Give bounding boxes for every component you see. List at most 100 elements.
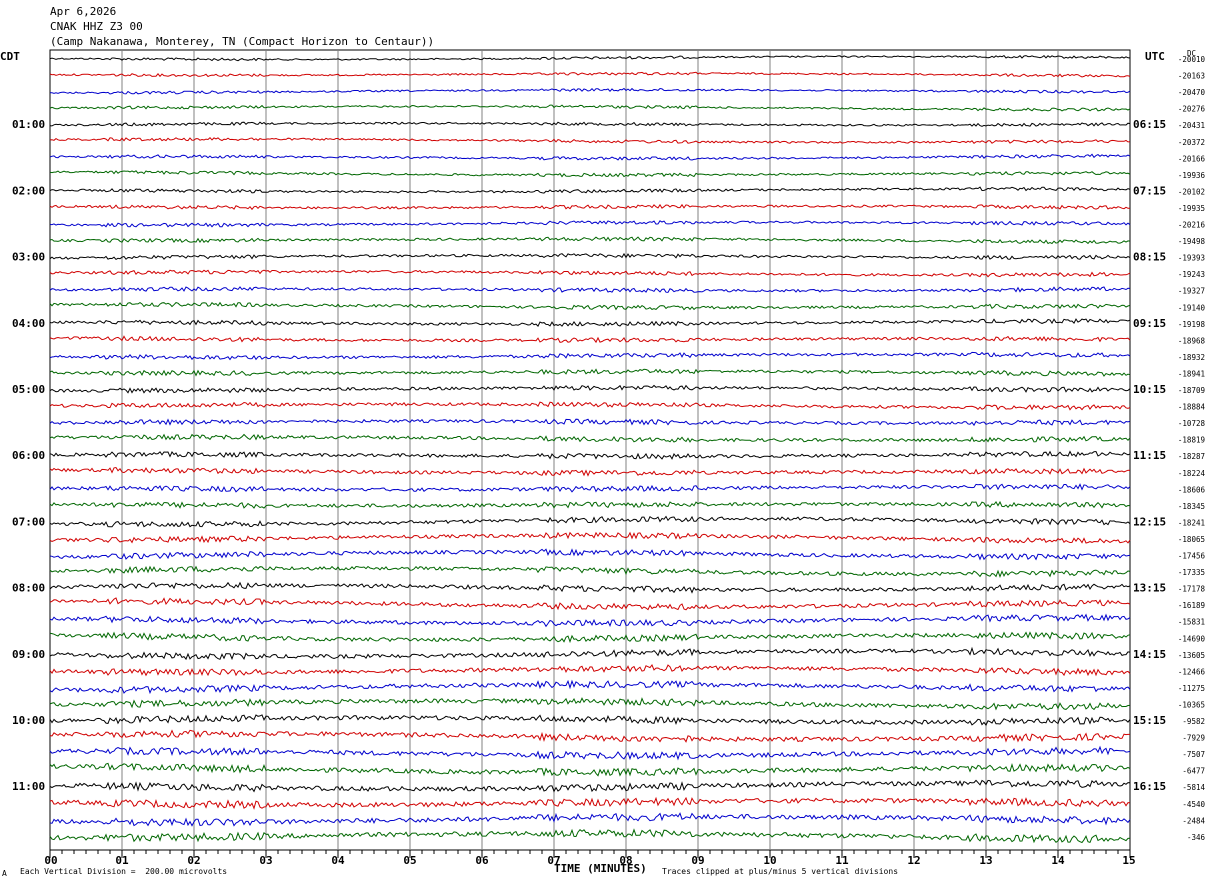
seismic-trace bbox=[49, 565, 1131, 579]
seismic-trace bbox=[49, 664, 1131, 677]
dc-offset-label: -18709 bbox=[1178, 386, 1205, 395]
seismic-trace bbox=[49, 368, 1131, 377]
seismic-trace bbox=[49, 597, 1131, 611]
left-hour-label: 05:00 bbox=[12, 383, 45, 396]
dc-offset-label: -19243 bbox=[1178, 270, 1205, 279]
dc-offset-label: -15831 bbox=[1178, 618, 1205, 627]
dc-offset-label: -18224 bbox=[1178, 469, 1206, 478]
dc-offset-label: -7929 bbox=[1182, 734, 1205, 743]
seismic-trace bbox=[49, 779, 1131, 793]
seismic-trace bbox=[49, 418, 1131, 427]
seismic-trace bbox=[49, 104, 1131, 112]
left-hour-label: 11:00 bbox=[12, 780, 45, 793]
seismic-trace bbox=[49, 631, 1131, 644]
dc-offset-label: -7507 bbox=[1182, 750, 1205, 759]
dc-offset-label: -19327 bbox=[1178, 287, 1205, 296]
right-hour-label: 12:15 bbox=[1133, 515, 1166, 528]
right-hour-label: 16:15 bbox=[1133, 780, 1166, 793]
x-tick-label: 12 bbox=[907, 854, 920, 867]
dc-offset-label: -20163 bbox=[1178, 72, 1205, 81]
seismic-trace bbox=[49, 236, 1131, 245]
dc-offset-label: -18065 bbox=[1178, 535, 1205, 544]
x-tick-label: 01 bbox=[115, 854, 129, 867]
dc-offset-label: -16189 bbox=[1178, 601, 1205, 610]
seismic-trace bbox=[49, 301, 1131, 311]
seismic-trace bbox=[49, 286, 1131, 293]
dc-offset-label: -18941 bbox=[1178, 369, 1205, 378]
seismic-trace bbox=[49, 71, 1131, 78]
header-station: CNAK HHZ Z3 00 bbox=[50, 20, 143, 33]
seismic-trace bbox=[49, 500, 1131, 509]
x-tick-label: 10 bbox=[763, 854, 776, 867]
seismic-trace bbox=[49, 812, 1131, 827]
dc-offset-label: -17335 bbox=[1178, 568, 1205, 577]
dc-offset-label: -20010 bbox=[1178, 55, 1206, 64]
dc-offset-label: -14690 bbox=[1178, 634, 1206, 643]
x-tick-label: 06 bbox=[475, 854, 489, 867]
seismic-trace bbox=[49, 697, 1131, 711]
header-location: (Camp Nakanawa, Monterey, TN (Compact Ho… bbox=[50, 35, 435, 48]
dc-offset-label: -20431 bbox=[1178, 121, 1205, 130]
seismic-trace bbox=[49, 450, 1131, 460]
seismic-trace bbox=[49, 466, 1131, 477]
left-timezone-label: CDT bbox=[0, 50, 20, 63]
seismic-trace bbox=[49, 433, 1131, 443]
left-hour-label: 03:00 bbox=[12, 251, 45, 264]
x-tick-label: 13 bbox=[979, 854, 992, 867]
seismic-trace bbox=[49, 483, 1131, 493]
seismic-trace bbox=[49, 153, 1131, 161]
x-tick-label: 07 bbox=[547, 854, 560, 867]
seismic-trace bbox=[49, 87, 1131, 95]
seismic-trace bbox=[49, 136, 1131, 144]
dc-offset-label: -19935 bbox=[1178, 204, 1205, 213]
dc-offset-label: -18968 bbox=[1178, 336, 1206, 345]
x-tick-label: 11 bbox=[835, 854, 849, 867]
left-hour-label: 06:00 bbox=[12, 449, 45, 462]
dc-offset-label: -10365 bbox=[1178, 700, 1205, 709]
dc-offset-label: -18884 bbox=[1178, 403, 1206, 412]
seismic-trace bbox=[49, 335, 1131, 344]
left-hour-label: 09:00 bbox=[12, 648, 45, 661]
seismic-trace bbox=[49, 679, 1131, 695]
dc-offset-label: -18606 bbox=[1178, 485, 1206, 494]
seismic-trace bbox=[49, 762, 1131, 777]
dc-offset-label: -10728 bbox=[1178, 419, 1206, 428]
left-hour-label: 02:00 bbox=[12, 184, 45, 197]
dc-offset-label: -19936 bbox=[1178, 171, 1206, 180]
x-axis-title: TIME (MINUTES) bbox=[554, 862, 647, 875]
dc-offset-label: -18241 bbox=[1178, 518, 1205, 527]
right-hour-label: 08:15 bbox=[1133, 251, 1166, 264]
seismic-trace bbox=[49, 796, 1131, 810]
seismic-trace bbox=[49, 714, 1131, 727]
seismic-trace bbox=[49, 401, 1131, 411]
header-date: Apr 6,2026 bbox=[50, 5, 117, 18]
right-hour-label: 13:15 bbox=[1133, 582, 1166, 595]
right-hour-label: 07:15 bbox=[1133, 184, 1166, 197]
seismic-trace bbox=[49, 828, 1131, 844]
scale-note: Each Vertical Division = 200.00 microvol… bbox=[20, 867, 228, 876]
dc-offset-label: -2484 bbox=[1182, 816, 1205, 825]
x-tick-label: 09 bbox=[691, 854, 704, 867]
left-hour-label: 04:00 bbox=[12, 317, 45, 330]
seismic-trace bbox=[49, 186, 1131, 194]
footer-mark: A bbox=[2, 869, 7, 878]
dc-offset-label: -20470 bbox=[1178, 88, 1206, 97]
dc-offset-label: -18287 bbox=[1178, 452, 1205, 461]
seismic-trace bbox=[49, 384, 1131, 394]
dc-offset-label: -19393 bbox=[1178, 254, 1205, 263]
seismic-trace bbox=[49, 729, 1130, 743]
seismic-trace bbox=[49, 531, 1131, 544]
seismic-trace bbox=[49, 54, 1131, 62]
dc-offset-label: -17456 bbox=[1178, 552, 1206, 561]
x-tick-label: 02 bbox=[187, 854, 200, 867]
seismic-trace bbox=[49, 613, 1131, 628]
left-hour-label: 01:00 bbox=[12, 118, 45, 131]
dc-offset-label: -20166 bbox=[1178, 154, 1206, 163]
right-hour-label: 11:15 bbox=[1133, 449, 1166, 462]
dc-offset-label: -19498 bbox=[1178, 237, 1206, 246]
right-hour-label: 14:15 bbox=[1133, 648, 1166, 661]
seismic-trace bbox=[49, 121, 1131, 127]
seismic-trace bbox=[49, 318, 1131, 327]
x-tick-label: 14 bbox=[1051, 854, 1065, 867]
seismic-trace bbox=[49, 170, 1131, 178]
